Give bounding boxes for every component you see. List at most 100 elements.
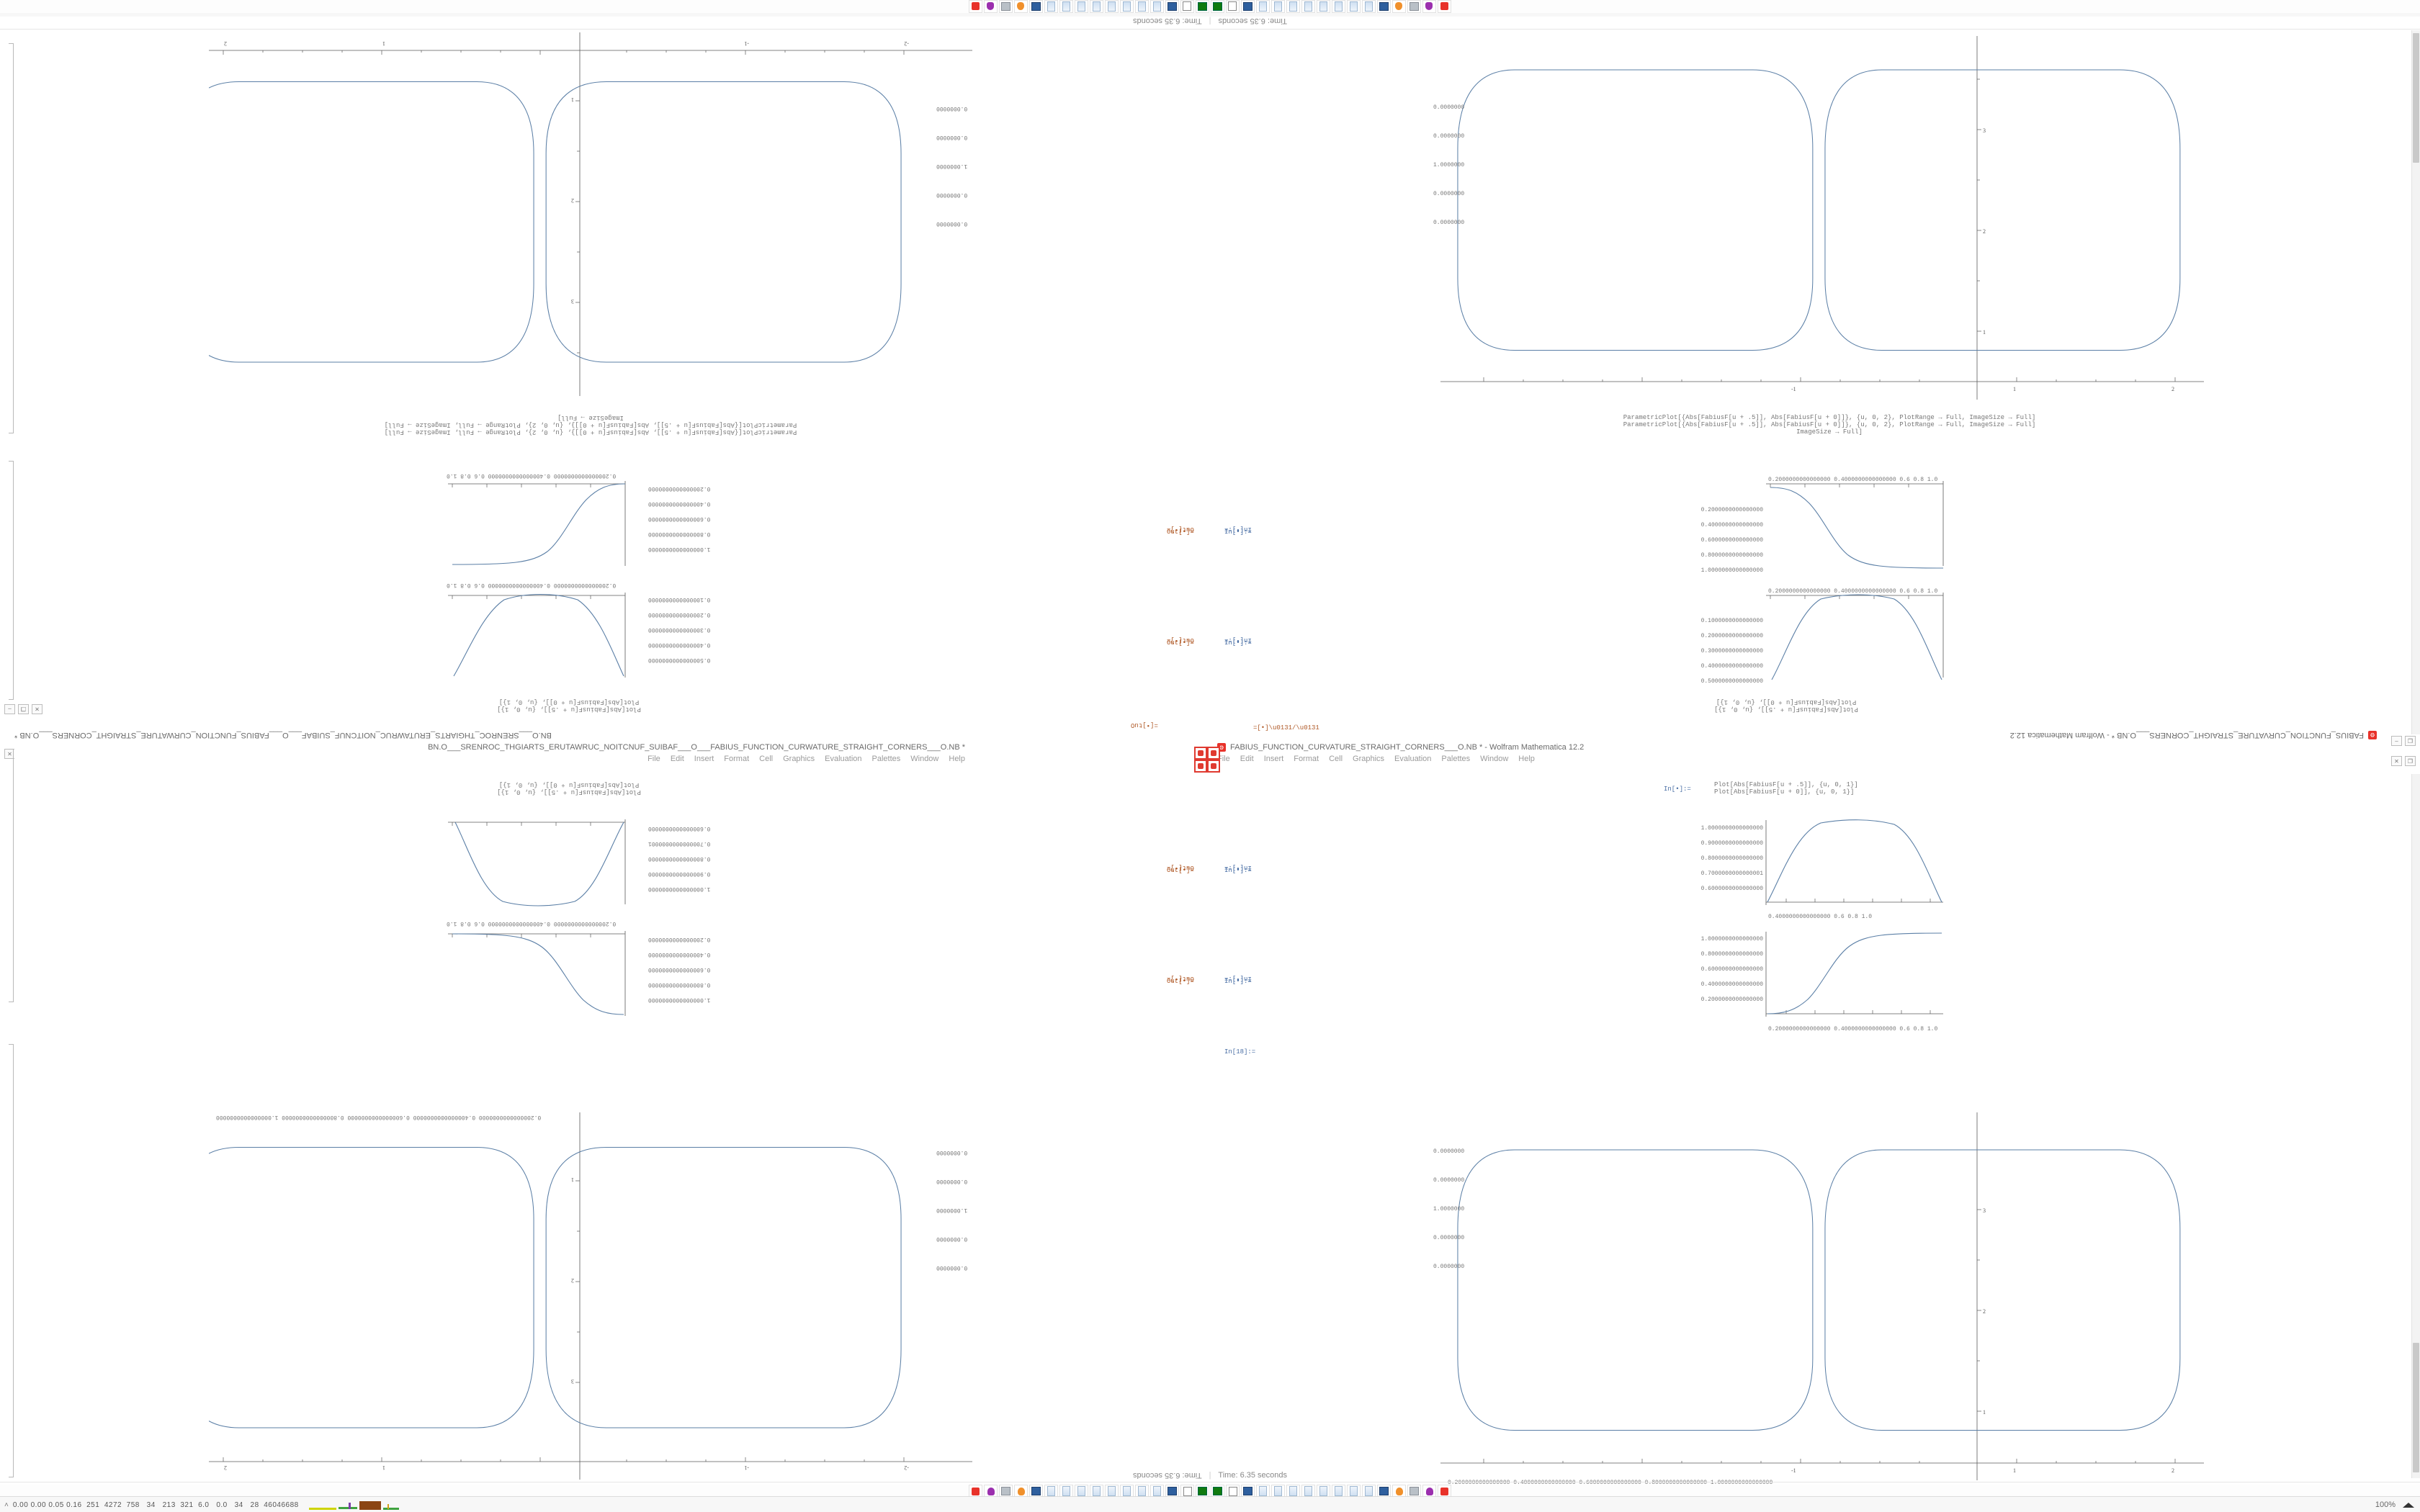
menu-evaluation-2[interactable]: Evaluation [1394, 754, 1432, 763]
taskbar-top[interactable] [0, 0, 2420, 13]
menu-window-4[interactable]: Window [910, 754, 939, 763]
menu-window-2[interactable]: Window [1480, 754, 1509, 763]
code-plot-pair-rotated[interactable]: Plot[Abs[FabiusF[u + .5]], {u, 0, 1}] Pl… [461, 698, 677, 713]
menu-insert-4[interactable]: Insert [694, 754, 714, 763]
taskbar-icon-terminal-2[interactable] [1196, 0, 1209, 13]
taskbar-icon-firefox-b2[interactable] [1392, 1485, 1406, 1498]
taskbar-icon-file-manager[interactable] [1241, 0, 1255, 13]
taskbar-icon-document-b9[interactable] [1256, 1485, 1270, 1498]
code-block-parametricplot-rotated[interactable]: ParametricPlot[{Abs[FabiusF[u + .5]], Ab… [101, 414, 1080, 436]
scrollbar-right-bottom[interactable] [2411, 774, 2420, 1478]
menu-cell-4[interactable]: Cell [759, 754, 774, 763]
taskbar-icon-document-2[interactable] [1347, 0, 1361, 13]
cell-bracket[interactable] [9, 749, 14, 1002]
restore-icon-3[interactable]: ❐ [2405, 736, 2416, 746]
chevron-up-icon-2[interactable]: ˄ [4, 1500, 9, 1509]
taskbar-icon-settings-2[interactable] [1029, 0, 1043, 13]
taskbar-icon-document-11[interactable] [1120, 0, 1134, 13]
scrollbar-right-top[interactable] [2411, 30, 2420, 734]
taskbar-icon-settings-b2[interactable] [1377, 1485, 1391, 1498]
taskbar-icon-document-14[interactable] [1075, 0, 1088, 13]
taskbar-icon-document-1[interactable] [1362, 0, 1376, 13]
menu-palettes-4[interactable]: Palettes [871, 754, 901, 763]
taskbar-icon-document-10[interactable] [1135, 0, 1149, 13]
taskbar-icon-document-b12[interactable] [1301, 1485, 1315, 1498]
titlebar-rotated[interactable]: ⚙ FABIUS_FUNCTION_CURVATURE_STRAIGHT_COR… [965, 729, 2377, 741]
taskbar-icon-monitor-2[interactable] [1180, 0, 1194, 13]
menu-help-4[interactable]: Help [949, 754, 965, 763]
taskbar-icon-mathematica-2[interactable] [969, 0, 982, 13]
taskbar-icon-document-6[interactable] [1286, 0, 1300, 13]
mathematica-icon-highlighted-3[interactable] [1194, 760, 1207, 773]
mathematica-icon-highlighted-2[interactable] [1207, 747, 1220, 760]
menu-evaluation-4[interactable]: Evaluation [825, 754, 862, 763]
taskbar-icon-settings[interactable] [1377, 0, 1391, 13]
minimize-icon-3[interactable]: – [2391, 736, 2402, 746]
taskbar-icon-gimp-2[interactable] [984, 0, 998, 13]
taskbar-icon-document-15[interactable] [1059, 0, 1073, 13]
mathematica-icon-highlighted-4[interactable] [1207, 760, 1220, 773]
menu-graphics-4[interactable]: Graphics [783, 754, 815, 763]
taskbar-icon-firefox-2[interactable] [1014, 0, 1028, 13]
taskbar-icon-gimp[interactable] [1422, 0, 1436, 13]
menu-insert-2[interactable]: Insert [1263, 754, 1284, 763]
titlebar-left-rotated[interactable]: BN.O___SRENROC_THGIARTS_ERUTAWRUC_NOITCN… [14, 729, 965, 741]
taskbar-icon-document-8[interactable] [1256, 0, 1270, 13]
mathematica-icon-highlighted-1[interactable] [1194, 747, 1207, 760]
close-icon[interactable]: ✕ [32, 704, 42, 714]
cell-bracket[interactable] [9, 1044, 14, 1477]
restore-icon[interactable]: ❐ [18, 704, 29, 714]
code-plot-pair-2-rotated[interactable]: Plot[Abs[FabiusF[u + .5]], {u, 0, 1}] Pl… [461, 781, 677, 796]
taskbar-icon-document-b7[interactable] [1135, 1485, 1149, 1498]
menubar-left[interactable]: File Edit Insert Format Cell Graphics Ev… [14, 753, 965, 764]
window-controls-right[interactable]: – ❐ [2391, 736, 2416, 746]
code-block-parametricplot[interactable]: ParametricPlot[{Abs[FabiusF[u + .5]], Ab… [1340, 414, 2319, 436]
taskbar-icon-text-editor-2[interactable] [999, 0, 1013, 13]
close-icon-3[interactable]: ✕ [2391, 756, 2402, 766]
cell-bracket[interactable] [9, 43, 14, 433]
taskbar-icon-document-3[interactable] [1332, 0, 1345, 13]
taskbar-icon-document-4[interactable] [1317, 0, 1330, 13]
code-plot-pair-rotated-2[interactable]: Plot[Abs[FabiusF[u + .5]], {u, 0, 1}] Pl… [1678, 698, 1894, 713]
taskbar-icon-monitor[interactable] [1226, 0, 1240, 13]
taskbar-icon-document-9[interactable] [1150, 0, 1164, 13]
taskbar-icon-document-b13[interactable] [1317, 1485, 1330, 1498]
menu-graphics-2[interactable]: Graphics [1353, 754, 1385, 763]
taskbar-icon-document-13[interactable] [1090, 0, 1103, 13]
titlebar-left[interactable]: BN.O___SRENROC_THGIARTS_ERUTAWRUC_NOITCN… [14, 742, 965, 753]
taskbar-icon-mathematica[interactable] [1438, 0, 1451, 13]
menu-format-4[interactable]: Format [724, 754, 750, 763]
titlebar[interactable]: ⚙ FABIUS_FUNCTION_CURVATURE_STRAIGHT_COR… [1217, 742, 2413, 753]
window-controls-rotated[interactable]: ✕ ❐ – [4, 704, 42, 714]
taskbar-icon-document-b2[interactable] [1059, 1485, 1073, 1498]
menu-palettes-2[interactable]: Palettes [1441, 754, 1471, 763]
code-plot-pair-2[interactable]: Plot[Abs[FabiusF[u + .5]], {u, 0, 1}] Pl… [1714, 781, 2002, 796]
taskbar-icon-monitor-b2[interactable] [1226, 1485, 1240, 1498]
menu-edit-2[interactable]: Edit [1240, 754, 1254, 763]
taskbar-icon-document-12[interactable] [1105, 0, 1119, 13]
menu-file-4[interactable]: File [647, 754, 660, 763]
taskbar-icon-text-editor[interactable] [1407, 0, 1421, 13]
menu-format-2[interactable]: Format [1294, 754, 1319, 763]
taskbar-icon-file-manager-2[interactable] [1165, 0, 1179, 13]
taskbar-icon-monitor-b[interactable] [1180, 1485, 1194, 1498]
restore-icon-4[interactable]: ❐ [2405, 756, 2416, 766]
taskbar-icon-document-16[interactable] [1044, 0, 1058, 13]
window-controls-right-2[interactable]: ✕ ❐ [2391, 756, 2416, 766]
taskbar-icon-document-7[interactable] [1271, 0, 1285, 13]
scrollbar-thumb-2[interactable] [2413, 1343, 2419, 1472]
taskbar-icon-document-b11[interactable] [1286, 1485, 1300, 1498]
menubar[interactable]: File Edit Insert Format Cell Graphics Ev… [1217, 753, 2413, 764]
scrollbar-thumb[interactable] [2413, 33, 2419, 163]
taskbar-icon-document-b16[interactable] [1362, 1485, 1376, 1498]
menu-file-2[interactable]: File [1217, 754, 1230, 763]
zoom-level-2[interactable]: 100% [2375, 1500, 2396, 1509]
menu-help-2[interactable]: Help [1518, 754, 1535, 763]
menu-cell-2[interactable]: Cell [1329, 754, 1343, 763]
menu-edit-4[interactable]: Edit [670, 754, 684, 763]
chevron-up-icon-3[interactable] [2403, 1502, 2414, 1508]
taskbar-icon-terminal-1[interactable] [1211, 0, 1224, 13]
taskbar-icon-document-b4[interactable] [1090, 1485, 1103, 1498]
taskbar-icon-document-5[interactable] [1301, 0, 1315, 13]
taskbar-icon-document-b15[interactable] [1347, 1485, 1361, 1498]
